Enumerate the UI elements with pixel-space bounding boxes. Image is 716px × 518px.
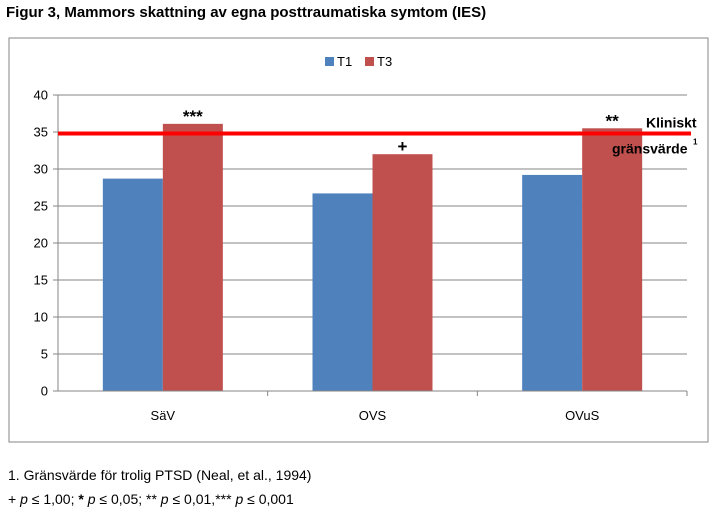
footnote-text: ≤ 1,00; (27, 491, 79, 507)
y-tick-label: 20 (34, 236, 48, 251)
footnotes: 1. Gränsvärde för trolig PTSD (Neal, et … (8, 463, 311, 511)
figure-title: Figur 3, Mammors skattning av egna postt… (6, 4, 487, 21)
reference-label: gränsvärde (612, 140, 688, 156)
footnote-1: 1. Gränsvärde för trolig PTSD (Neal, et … (8, 467, 312, 483)
bar-t3 (582, 128, 643, 392)
y-tick-label: 15 (34, 273, 48, 288)
bar-t1 (522, 174, 583, 391)
category-label: OVuS (565, 408, 600, 423)
footnote-p: p (235, 491, 244, 507)
bar-t3 (372, 154, 433, 391)
footnote-star: * (78, 491, 84, 507)
axes (53, 94, 688, 396)
chart: 0 5 10 15 20 25 30 35 40 SäV OVS OVuS *** + ** T1 T3 Kl… (8, 37, 709, 443)
bar-t1 (102, 178, 163, 391)
legend-swatch-t3 (365, 57, 374, 66)
footnote-text: ≤ 0,001 (243, 491, 294, 507)
legend-label: T3 (377, 54, 392, 69)
legend-swatch-t1 (325, 57, 334, 66)
y-tick-label: 5 (41, 347, 48, 362)
significance-mark: + (398, 137, 408, 156)
significance-mark: *** (183, 107, 203, 126)
y-tick-label: 10 (34, 310, 48, 325)
footnote-text: ≤ 0,01,*** (168, 491, 236, 507)
reference-label: Kliniskt (646, 114, 697, 130)
legend: T1 T3 (325, 54, 392, 69)
reference-superscript: 1 (693, 137, 698, 146)
y-tick-label: 40 (34, 88, 48, 103)
category-label: OVS (359, 408, 387, 423)
category-label: SäV (151, 408, 176, 423)
labels: 0 5 10 15 20 25 30 35 40 SäV OVS OVuS *** + ** (34, 88, 620, 424)
bar-t1 (312, 193, 373, 391)
reference-line-group: Kliniskt gränsvärde 1 (58, 114, 698, 156)
y-tick-label: 0 (41, 384, 48, 399)
significance-mark: ** (606, 111, 620, 130)
y-tick-label: 30 (34, 162, 48, 177)
bar-t3 (162, 123, 223, 392)
footnote-p: p (87, 491, 96, 507)
footnote-p: p (160, 491, 169, 507)
footnote-2: + p ≤ 1,00; * p ≤ 0,05; ** p ≤ 0,01,*** … (8, 487, 311, 511)
footnote-plus: + (8, 491, 17, 507)
footnote-text: ≤ 0,05; ** (95, 491, 161, 507)
y-tick-label: 35 (34, 125, 48, 140)
bars (102, 123, 643, 392)
footnote-p: p (20, 491, 28, 507)
y-tick-label: 25 (34, 199, 48, 214)
legend-label: T1 (337, 54, 352, 69)
